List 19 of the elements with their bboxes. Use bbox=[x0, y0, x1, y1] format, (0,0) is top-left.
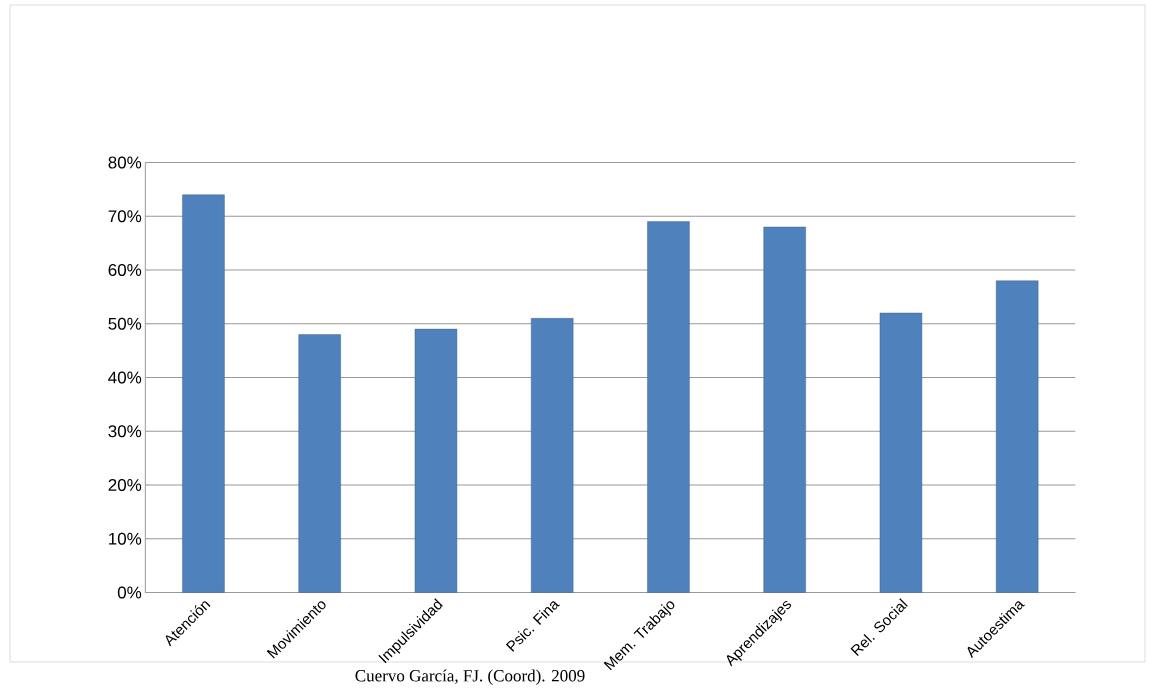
bar bbox=[879, 312, 923, 593]
bar bbox=[298, 334, 341, 593]
y-tick-label: 30% bbox=[108, 425, 142, 438]
y-tick-label: 20% bbox=[108, 478, 142, 492]
bar bbox=[530, 318, 574, 593]
bar bbox=[414, 328, 458, 593]
y-tick-label: 10% bbox=[109, 532, 142, 545]
text: Cuervo García, FJ. (Coord). 2009 bbox=[355, 669, 585, 685]
y-tick-label: 40% bbox=[108, 371, 142, 384]
y-tick-label: 0% bbox=[117, 586, 142, 599]
y-tick-label: 70% bbox=[108, 210, 142, 223]
bar bbox=[647, 221, 690, 593]
y-tick-label: 60% bbox=[108, 263, 142, 277]
x-tick-label: Psic. Fina bbox=[505, 601, 560, 652]
bar bbox=[995, 280, 1039, 593]
bar bbox=[763, 226, 806, 593]
y-tick-label: 80% bbox=[108, 156, 142, 169]
y-tick-label: 50% bbox=[108, 317, 142, 330]
bar bbox=[182, 194, 225, 593]
